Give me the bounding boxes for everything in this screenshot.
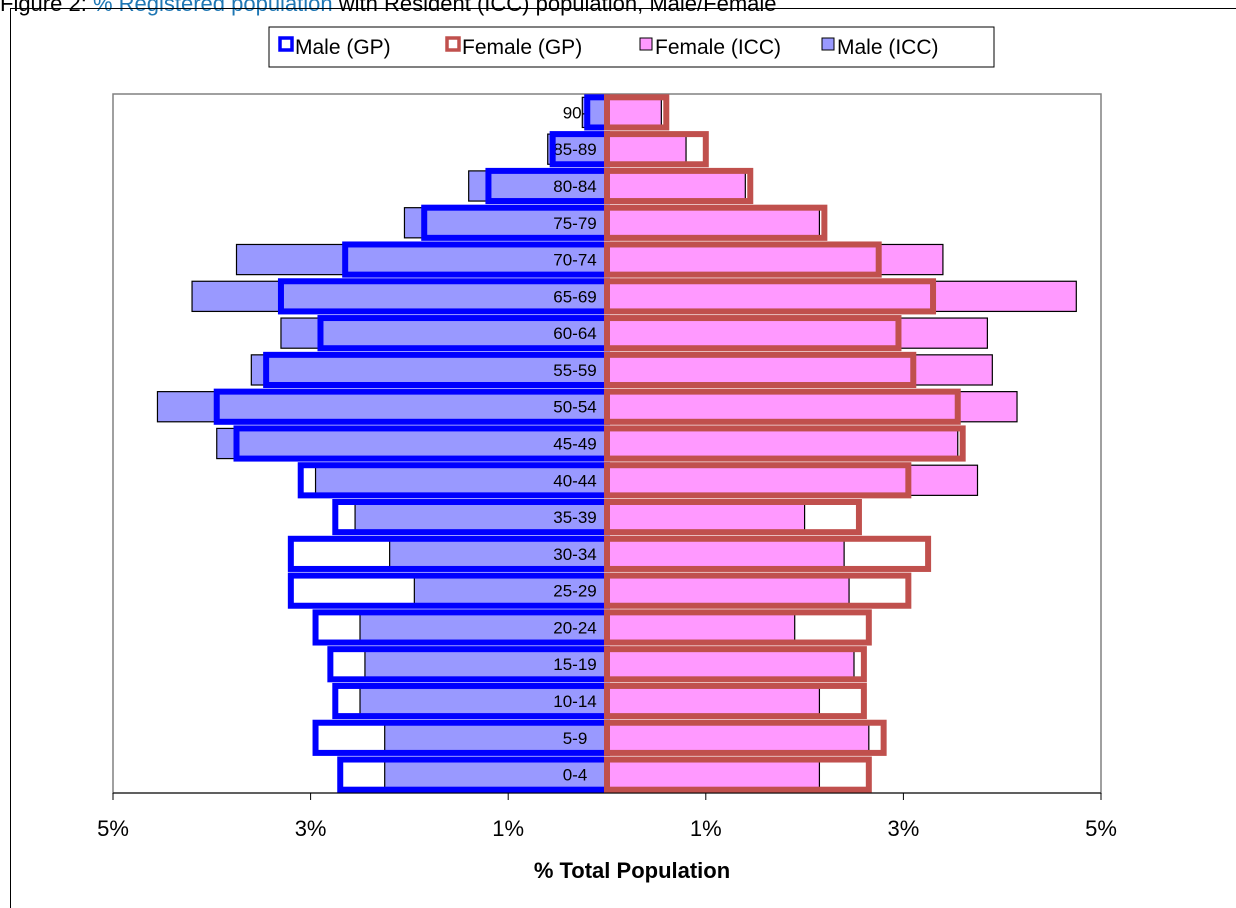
x-axis-ticks: 5% 3% 1% 1% 3% 5% <box>97 793 1117 841</box>
age-label-65-69: 65-69 <box>553 287 596 306</box>
female-gp-bar-60-64 <box>604 315 902 352</box>
age-label-25-29: 25-29 <box>553 582 596 601</box>
female-icc-bar-10-14 <box>606 685 821 717</box>
age-label-80-84: 80-84 <box>553 177 596 196</box>
legend-swatch-female-gp <box>445 36 461 52</box>
male-icc-bar-70-74 <box>235 243 608 276</box>
female-icc-bar-55-59 <box>606 354 993 386</box>
male-icc-bar-25-29 <box>413 574 608 607</box>
x-tick-label: 5% <box>97 816 129 841</box>
male-icc-bar-60-64 <box>280 317 608 349</box>
female-icc-bar-40-44 <box>606 464 979 496</box>
female-icc-bar-15-19 <box>606 648 855 680</box>
age-group-labels: 0-4 5-9 10-14 15-19 20-24 25-29 30-34 35-39 40-4… <box>553 103 596 784</box>
legend-swatch-female-icc <box>639 37 653 51</box>
female-gp-bar-85-89 <box>604 131 709 168</box>
age-label-45-49: 45-49 <box>553 435 596 454</box>
x-tick-label: 3% <box>888 816 920 841</box>
female-icc-bar-20-24 <box>606 611 796 644</box>
male-icc-bar-45-49 <box>216 427 608 460</box>
male-icc-bar-55-59 <box>250 354 608 386</box>
age-label-20-24: 20-24 <box>553 618 596 637</box>
female-gp-bar-80-84 <box>604 167 754 205</box>
age-label-55-59: 55-59 <box>553 361 596 380</box>
female-gp-bar-25-29 <box>604 572 912 609</box>
male-icc-bar-20-24 <box>359 611 608 644</box>
chart-frame <box>10 8 1236 908</box>
female-gp-bar-35-39 <box>604 498 862 536</box>
age-label-10-14: 10-14 <box>553 692 596 711</box>
female-icc-bar-0-4 <box>606 758 821 791</box>
age-label-15-19: 15-19 <box>553 655 596 674</box>
x-axis-title: % Total Population <box>534 858 730 883</box>
female-gp-bar-90 <box>604 94 670 131</box>
female-gp-bar-15-19 <box>604 646 867 683</box>
male-icc-bar-15-19 <box>364 648 608 680</box>
x-tick-label: 5% <box>1085 816 1117 841</box>
legend-box <box>268 26 995 68</box>
female-icc-bar-45-49 <box>606 427 959 460</box>
x-tick-label: 1% <box>492 816 524 841</box>
female-gp-bar-70-74 <box>604 241 882 278</box>
female-gp-bar-30-34 <box>604 535 932 572</box>
female-gp-bar-50-54 <box>604 388 961 425</box>
age-label-0-4: 0-4 <box>563 766 588 785</box>
female-gp-bar-40-44 <box>604 462 912 499</box>
age-label-40-44: 40-44 <box>553 471 596 490</box>
female-gp-bar-55-59 <box>604 351 917 389</box>
legend-label-female-gp: Female (GP) <box>462 36 582 59</box>
x-tick-label: 3% <box>295 816 327 841</box>
female-icc-bar-80-84 <box>606 170 746 202</box>
male-icc-bar-30-34 <box>389 538 608 570</box>
age-label-60-64: 60-64 <box>553 324 596 343</box>
female-icc-bar-85-89 <box>606 133 687 165</box>
female-icc-bar-5-9 <box>606 722 870 754</box>
legend-label-male-icc: Male (ICC) <box>837 36 939 59</box>
female-icc-bar-30-34 <box>606 538 845 570</box>
legend: Male (GP) Female (GP) Female (ICC) Male (IC… <box>268 26 995 68</box>
age-label-30-34: 30-34 <box>553 545 596 564</box>
male-icc-bar-65-69 <box>191 280 608 313</box>
female-icc-bar-75-79 <box>606 207 821 239</box>
age-label-35-39: 35-39 <box>553 508 596 527</box>
female-gp-bar-0-4 <box>604 756 872 793</box>
female-icc-bars <box>606 96 1077 791</box>
legend-label-male-gp: Male (GP) <box>295 36 391 59</box>
female-gp-bar-75-79 <box>604 204 828 241</box>
female-gp-bar-5-9 <box>604 719 887 756</box>
female-gp-bar-10-14 <box>604 682 867 720</box>
age-label-5-9: 5-9 <box>563 729 588 748</box>
age-label-90: 90- <box>563 103 588 122</box>
female-icc-bar-50-54 <box>606 391 1018 423</box>
age-label-85-89: 85-89 <box>553 140 596 159</box>
legend-label-female-icc: Female (ICC) <box>655 36 781 59</box>
age-label-70-74: 70-74 <box>553 251 596 270</box>
female-icc-bar-60-64 <box>606 317 988 349</box>
female-icc-bar-35-39 <box>606 501 806 533</box>
female-icc-bar-25-29 <box>606 574 850 607</box>
legend-swatch-male-gp <box>278 36 294 52</box>
female-gp-bar-65-69 <box>604 278 937 315</box>
male-icc-bar-40-44 <box>314 464 608 496</box>
age-label-75-79: 75-79 <box>553 214 596 233</box>
age-label-50-54: 50-54 <box>553 398 596 417</box>
female-icc-bar-90 <box>606 96 662 129</box>
x-tick-label: 1% <box>690 816 722 841</box>
female-gp-outline-bars <box>604 94 966 793</box>
female-icc-bar-70-74 <box>606 243 944 276</box>
legend-swatch-male-icc <box>821 37 835 51</box>
female-gp-bar-45-49 <box>604 425 966 462</box>
male-icc-bar-50-54 <box>156 391 608 423</box>
female-icc-bar-65-69 <box>606 280 1077 313</box>
female-gp-bar-20-24 <box>604 609 872 646</box>
